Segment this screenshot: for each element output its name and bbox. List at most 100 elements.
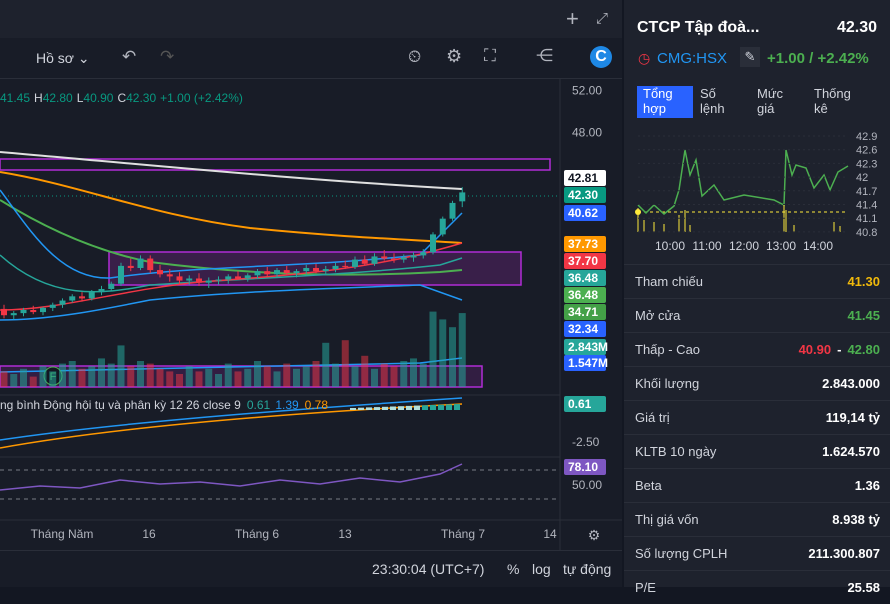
stat-value: 211.300.807 — [808, 546, 880, 561]
volume-bar — [59, 363, 66, 387]
stat-range: 40.90-42.80 — [799, 342, 880, 357]
price-tag-label: 34.71 — [568, 305, 598, 319]
price-tag-label: 42.30 — [568, 188, 598, 202]
settings[interactable]: ⚙ — [446, 46, 463, 66]
price-tag-label: 42.81 — [568, 171, 598, 185]
macd-hist — [438, 404, 444, 410]
time-label: 16 — [142, 527, 156, 541]
ohlc-legend: 41.45 H42.80 L40.90 C42.30 +1.00 (+2.42%) — [0, 91, 243, 105]
candle-body — [49, 304, 56, 308]
price-tag-label: 0.61 — [568, 397, 592, 411]
volume-bar — [127, 366, 135, 387]
stat-label: Giá trị — [635, 410, 670, 425]
macd-axis-label: -2.50 — [572, 435, 600, 449]
stat-row: Khối lượng 2.843.000 — [624, 366, 890, 400]
tab[interactable]: Tổng hợp — [637, 86, 693, 118]
time-label: 14 — [543, 527, 557, 541]
auto-toggle[interactable]: tự động — [563, 561, 612, 577]
price-tag — [564, 170, 606, 186]
candle-body — [449, 202, 456, 219]
intraday-line — [637, 149, 849, 215]
high: 42.80 — [43, 91, 73, 105]
add-button[interactable]: + — [566, 6, 579, 31]
share[interactable]: ⋲ — [536, 46, 553, 65]
x-tick-label: 14:00 — [803, 239, 833, 253]
percent-toggle[interactable]: % — [507, 561, 520, 577]
x-tick-label: 12:00 — [729, 239, 759, 253]
undo[interactable]: ↶ — [122, 47, 137, 66]
price-tag-label: 2.843M — [568, 340, 608, 354]
price-tag — [564, 270, 606, 286]
macd-value: 1.39 — [275, 398, 299, 412]
expand-button[interactable]: ⤢ — [596, 10, 609, 27]
candle-body — [371, 256, 378, 264]
macd-hist — [406, 405, 412, 410]
tab[interactable]: Số lệnh — [694, 86, 750, 118]
macd-hist — [430, 405, 436, 410]
candle-body — [215, 279, 222, 281]
candle-body — [264, 271, 271, 275]
candle-body — [205, 280, 212, 283]
volume-bar — [341, 340, 349, 387]
volume-bar — [205, 368, 213, 387]
candle-body — [303, 267, 310, 272]
candle-body — [108, 283, 115, 289]
volume-bar — [244, 368, 252, 387]
price-tag-label: 40.62 — [568, 206, 598, 220]
time-label: 13 — [338, 527, 352, 541]
alert[interactable]: ⏲ — [408, 47, 422, 66]
ticker[interactable]: CMG:HSX — [657, 50, 728, 67]
volume-bar — [439, 319, 447, 387]
change: +1.00 / +2.42% — [767, 50, 869, 67]
candle-body — [313, 267, 319, 272]
fullscreen[interactable]: ⛶ — [484, 46, 496, 65]
candle-body — [352, 259, 358, 267]
stat-label: Số lượng CPLH — [635, 546, 728, 561]
macd-line — [0, 397, 463, 441]
volume-bar — [224, 363, 232, 387]
macd-hist — [390, 406, 396, 410]
tab[interactable]: Mức giá — [751, 86, 807, 118]
low: 40.90 — [798, 342, 832, 357]
profile-menu[interactable]: Hồ sơ ⌄ — [36, 50, 90, 66]
time-label: Tháng 6 — [235, 527, 279, 541]
tab-label: lệnh — [700, 101, 725, 116]
stat-value: 41.30 — [847, 274, 880, 289]
price-tag — [564, 287, 606, 303]
volume-bar — [117, 345, 125, 387]
candle-body — [157, 270, 163, 275]
tab-label: Mức — [757, 86, 784, 101]
volume-bar — [371, 368, 378, 387]
candle-body — [381, 256, 388, 259]
macd-hist — [454, 404, 460, 410]
quote-panel: CTCP Tập đoà... 42.30 ◷ CMG:HSX ✎ +1.00 … — [624, 0, 890, 595]
candle-body — [254, 271, 261, 276]
candle-body — [430, 234, 436, 253]
high: 42.80 — [847, 342, 880, 357]
price-tag — [564, 205, 606, 221]
stat-label: Thị giá vốn — [635, 512, 699, 527]
macd-hist — [446, 404, 452, 410]
y-tick-label: 41.4 — [856, 200, 877, 212]
volume-bar — [166, 371, 174, 387]
settings-icon[interactable]: ⚙ — [588, 527, 601, 543]
volume-bar — [458, 313, 466, 387]
stat-value: 25.58 — [847, 580, 880, 595]
volume-bar — [361, 355, 369, 387]
log-toggle[interactable]: log — [532, 561, 551, 577]
sep: - — [837, 342, 842, 357]
stat-row: Số lượng CPLH 211.300.807 — [624, 536, 890, 570]
stat-value: 2.843.000 — [822, 376, 880, 391]
open: 41.45 — [0, 91, 30, 105]
redo[interactable]: ↷ — [160, 47, 175, 66]
stat-row: Giá trị 119,14 tỷ — [624, 400, 890, 434]
stat-value: 41.45 — [847, 308, 880, 323]
l: L — [77, 91, 84, 105]
y-tick-label: 42.9 — [856, 131, 877, 143]
c: C — [117, 91, 126, 105]
logo[interactable]: C — [590, 46, 612, 68]
candle-body — [20, 309, 27, 314]
tab[interactable]: Thống kê — [808, 86, 864, 118]
edit-button[interactable]: ✎ — [740, 47, 760, 67]
